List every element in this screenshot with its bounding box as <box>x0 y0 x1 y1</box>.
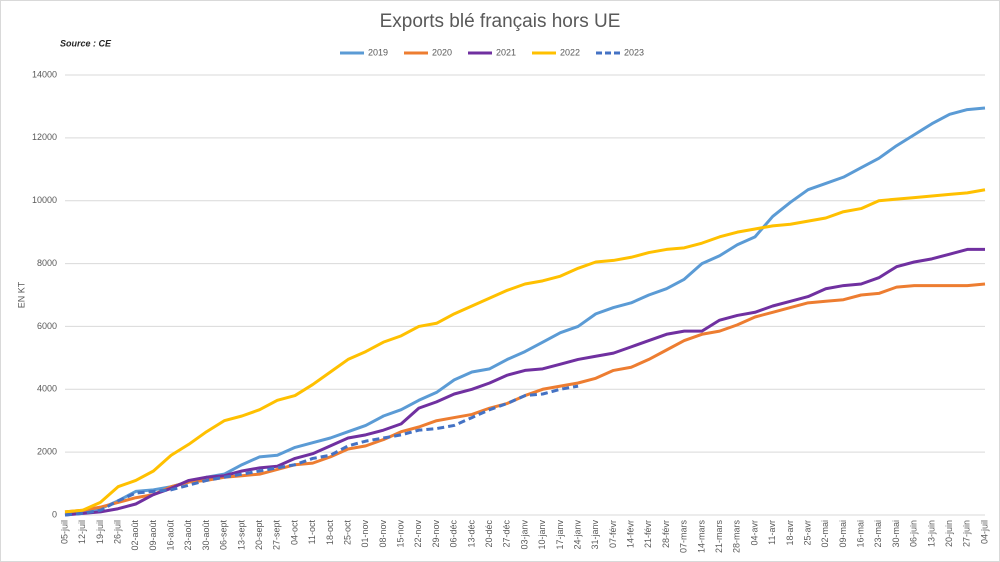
x-tick-label: 07-mars <box>679 520 689 554</box>
x-tick-label: 01-nov <box>360 520 370 548</box>
x-tick-label: 20-sept <box>254 520 264 551</box>
x-tick-label: 12-juil <box>77 520 87 544</box>
x-tick-label: 20-déc <box>484 520 494 548</box>
x-tick-label: 29-nov <box>431 520 441 548</box>
series-line <box>64 384 579 517</box>
chart-title: Exports blé français hors UE <box>380 11 621 32</box>
x-tick-label: 20-juin <box>944 520 954 547</box>
x-tick-label: 25-oct <box>342 520 352 546</box>
x-tick-label: 31-janv <box>590 520 600 550</box>
x-tick-label: 09-août <box>148 520 158 551</box>
series-line <box>64 188 986 514</box>
x-tick-label: 23-août <box>183 520 193 551</box>
x-tick-label: 04-oct <box>289 520 299 546</box>
x-tick-label: 17-janv <box>555 520 565 550</box>
x-tick-label: 30-août <box>201 520 211 551</box>
x-tick-label: 16-août <box>166 520 176 551</box>
legend-label: 2022 <box>560 47 580 57</box>
x-tick-label: 06-sept <box>219 520 229 551</box>
x-tick-label: 18-oct <box>325 520 335 546</box>
x-tick-label: 07-févr <box>608 520 618 548</box>
y-tick-label: 8000 <box>37 258 57 268</box>
x-tick-label: 26-juil <box>112 520 122 544</box>
legend-label: 2019 <box>368 47 388 57</box>
x-tick-label: 13-déc <box>466 520 476 548</box>
x-tick-label: 27-déc <box>502 520 512 548</box>
x-tick-label: 30-mai <box>891 520 901 548</box>
y-tick-label: 2000 <box>37 447 57 457</box>
x-tick-label: 11-oct <box>307 520 317 545</box>
x-tick-label: 15-nov <box>396 520 406 548</box>
x-tick-label: 22-nov <box>413 520 423 548</box>
x-tick-label: 25-avr <box>802 520 812 546</box>
x-tick-label: 09-mai <box>838 520 848 548</box>
x-tick-label: 28-mars <box>732 520 742 554</box>
x-tick-label: 04-avr <box>749 520 759 546</box>
x-tick-label: 02-août <box>130 520 140 551</box>
y-tick-label: 0 <box>52 509 57 519</box>
x-tick-label: 02-mai <box>820 520 830 548</box>
x-tick-label: 05-juil <box>59 520 69 544</box>
x-tick-label: 27-sept <box>272 520 282 551</box>
x-tick-label: 21-févr <box>643 520 653 548</box>
x-tick-label: 14-févr <box>626 520 636 548</box>
y-tick-label: 12000 <box>32 132 57 142</box>
x-tick-label: 06-déc <box>449 520 459 548</box>
x-tick-label: 28-févr <box>661 520 671 548</box>
x-tick-label: 23-mai <box>873 520 883 548</box>
legend-label: 2023 <box>624 47 644 57</box>
legend-label: 2021 <box>496 47 516 57</box>
x-tick-label: 21-mars <box>714 520 724 554</box>
x-tick-label: 24-janv <box>572 520 582 550</box>
x-tick-label: 18-avr <box>785 520 795 546</box>
y-tick-label: 10000 <box>32 195 57 205</box>
y-axis-label: EN KT <box>16 281 26 308</box>
x-tick-label: 11-avr <box>767 520 777 545</box>
x-tick-label: 13-juin <box>926 520 936 547</box>
x-tick-label: 03-janv <box>519 520 529 550</box>
x-tick-label: 10-janv <box>537 520 547 550</box>
x-tick-label: 08-nov <box>378 520 388 548</box>
y-tick-label: 6000 <box>37 321 57 331</box>
x-tick-label: 27-juin <box>962 520 972 547</box>
y-tick-label: 4000 <box>37 384 57 394</box>
legend-label: 2020 <box>432 47 452 57</box>
series-line <box>64 247 985 517</box>
x-tick-label: 16-mai <box>856 520 866 548</box>
x-tick-label: 14-mars <box>696 520 706 554</box>
x-tick-label: 19-juil <box>95 520 105 544</box>
x-tick-label: 06-juin <box>909 520 919 547</box>
y-tick-label: 14000 <box>32 69 57 79</box>
x-tick-label: 13-sept <box>236 520 246 551</box>
source-note: Source : CE <box>60 38 112 48</box>
x-tick-label: 04-juil <box>979 520 989 544</box>
